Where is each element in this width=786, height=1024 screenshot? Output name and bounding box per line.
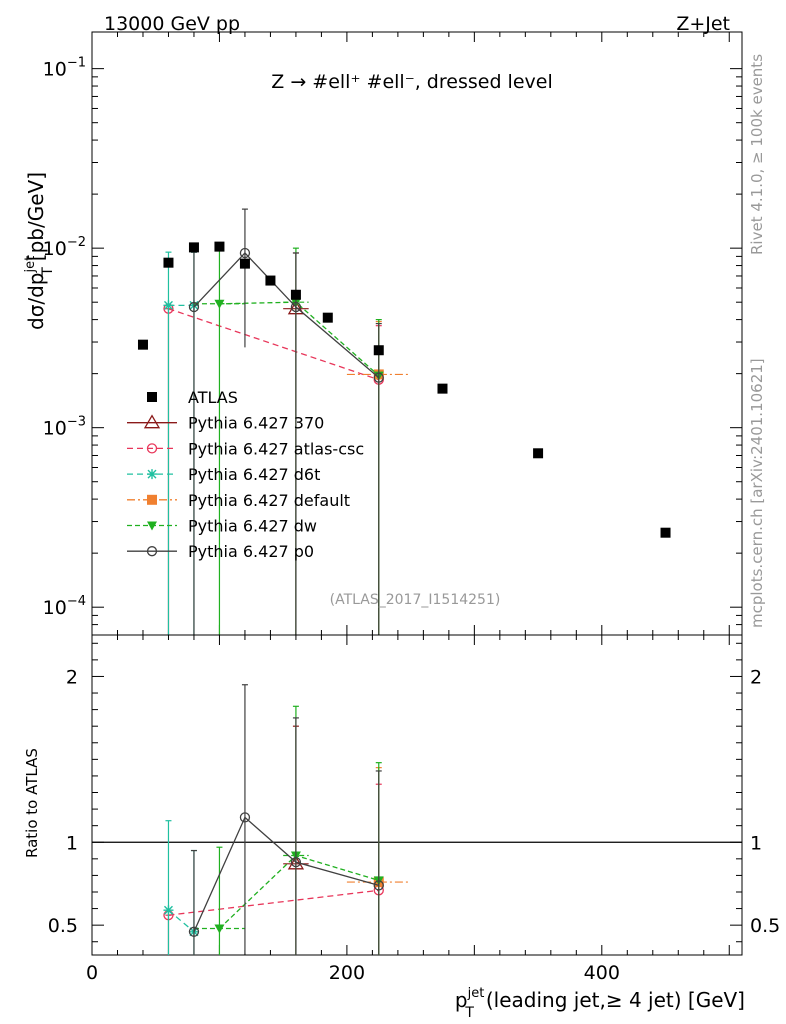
atlas-point [533, 448, 544, 459]
atlas-point [163, 257, 174, 268]
series-atlas [137, 241, 671, 538]
ratio-line-atlascsc [168, 889, 379, 916]
rivet-note: Rivet 4.1.0, ≥ 100k events [748, 54, 766, 255]
y-axis-label-sub: T [40, 267, 56, 277]
legend-entry: Pythia 6.427 370 [127, 414, 324, 433]
y-tick-label-exp: −3 [67, 415, 86, 430]
atlas-point [188, 242, 199, 253]
x-tick-label: 200 [329, 962, 365, 984]
legend-entry: Pythia 6.427 d6t [127, 465, 320, 484]
point-p0 [373, 372, 384, 383]
legend-entry: ATLAS [147, 388, 238, 407]
legend-marker [147, 392, 157, 402]
atlas-point [373, 345, 384, 356]
legend-marker [147, 521, 157, 531]
x-tick-label: 0 [86, 962, 98, 984]
ratio-point-dw [214, 924, 225, 934]
y-tick-label: 10−1 [43, 56, 86, 81]
y-tick-label-base: 10 [43, 418, 67, 440]
energy-label: 13000 GeV pp [104, 13, 240, 35]
y-tick-label-exp: −4 [67, 594, 86, 609]
x-axis-label: pjet T (leading jet,≥ 4 jet) [GeV] [455, 986, 745, 1021]
y-tick-label: 10−2 [43, 235, 86, 260]
legend-marker [146, 546, 158, 557]
atlas-point [660, 527, 671, 538]
y-tick-label: 10−4 [43, 594, 86, 619]
legend-label: Pythia 6.427 370 [188, 414, 324, 433]
ratio-tick-label-left: 1 [66, 832, 78, 854]
x-axis-label-rest: (leading jet,≥ 4 jet) [GeV] [486, 988, 745, 1012]
point-d6t [163, 300, 174, 311]
ratio-point-p0 [239, 812, 251, 823]
main-panel: 10−110−210−310−4 [43, 31, 743, 645]
legend-label: Pythia 6.427 default [188, 491, 350, 510]
ratio-line-p0 [193, 816, 379, 933]
atlas-point [137, 339, 148, 350]
legend-label: Pythia 6.427 atlas-csc [188, 439, 364, 458]
legend-marker [147, 494, 157, 505]
y-tick-label-base: 10 [43, 59, 67, 81]
y-axis-label-ratio: Ratio to ATLAS [23, 748, 41, 858]
atlas-point [265, 275, 276, 286]
ratio-frame [91, 634, 743, 956]
atlas-point [322, 312, 333, 323]
legend-entry: Pythia 6.427 dw [127, 517, 317, 536]
legend: ATLAS Pythia 6.427 370 Pythia 6.427 atlas-… [127, 388, 364, 561]
ratio-point-p0 [188, 926, 200, 937]
ratio-tick-label-right: 0.5 [750, 915, 780, 937]
ratio-point-p0 [290, 857, 302, 868]
atlas-point [239, 258, 250, 269]
atlas-point [290, 289, 301, 300]
chart-title: Z → #ell⁺ #ell⁻, dressed level [271, 71, 552, 93]
y-axis-label-top: dσ/dpjet T [pb/GeV] [23, 172, 56, 330]
x-axis-label-main: p [455, 988, 468, 1012]
ratio-tick-label-left: 2 [66, 666, 78, 688]
ratio-point-d6t [163, 905, 174, 916]
ratio-series-dw [193, 705, 384, 955]
y-axis-label-rest: [pb/GeV] [24, 172, 48, 261]
point-dw [214, 299, 225, 309]
x-tick-label: 400 [584, 962, 620, 984]
y-tick-label-base: 10 [43, 597, 67, 619]
legend-entry: Pythia 6.427 default [127, 491, 350, 510]
y-tick-label-base: 10 [43, 238, 67, 260]
legend-entry: Pythia 6.427 atlas-csc [127, 439, 364, 458]
y-tick-label: 10−3 [43, 415, 86, 440]
x-axis-label-sub: T [464, 1005, 474, 1021]
series-line-atlascsc [168, 308, 379, 381]
legend-marker [143, 414, 161, 429]
y-tick-label-exp: −1 [67, 56, 86, 71]
ratio-point-p0 [373, 880, 384, 891]
point-p0 [239, 247, 251, 259]
point-p0 [290, 301, 302, 313]
legend-label: Pythia 6.427 d6t [188, 465, 320, 484]
legend-marker [146, 443, 158, 454]
ratio-series-p0 [188, 684, 384, 955]
process-label: Z+Jet [676, 13, 730, 35]
x-axis-label-sup: jet [467, 986, 485, 1001]
ratio-tick-label-right: 2 [750, 666, 762, 688]
ratio-tick-label-left: 0.5 [48, 915, 78, 937]
atlas-point [437, 383, 448, 394]
legend-entry: Pythia 6.427 p0 [127, 542, 314, 561]
y-axis-label-main: dσ/dp [24, 273, 48, 331]
ratio-line-dw [219, 854, 379, 929]
y-tick-label-exp: −2 [67, 235, 86, 250]
legend-marker [147, 469, 157, 480]
atlas-point [214, 241, 225, 252]
site-note: mcplots.cern.ch [arXiv:2401.10621] [748, 358, 766, 628]
legend-label: Pythia 6.427 p0 [188, 542, 314, 561]
ratio-panel: 0 200 400 0.5 0.5 1 1 2 2 [48, 634, 780, 984]
point-p0 [188, 301, 200, 313]
legend-label: ATLAS [188, 388, 238, 407]
series-line-p0 [193, 252, 380, 379]
legend-label: Pythia 6.427 dw [188, 517, 317, 536]
ratio-tick-label-right: 1 [750, 832, 762, 854]
y-axis-label-sup: jet [23, 256, 38, 274]
analysis-label: (ATLAS_2017_I1514251) [330, 592, 501, 608]
